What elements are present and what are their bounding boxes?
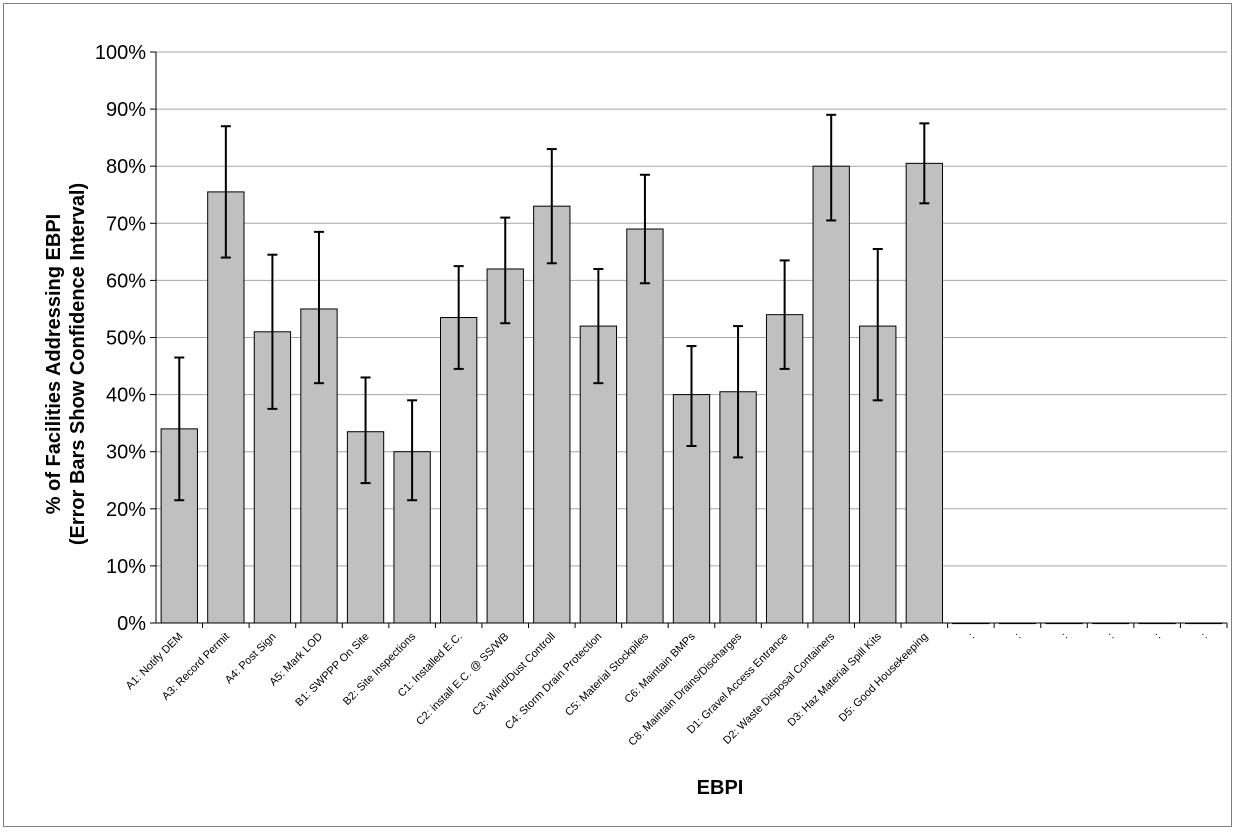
- x-tick-label: C2: install E.C. @ SS/WB: [414, 631, 511, 728]
- error-bar: [779, 259, 790, 370]
- error-bar: [267, 253, 278, 410]
- x-tick-label: :: [1153, 631, 1164, 642]
- error-bar: [639, 173, 650, 285]
- x-tick-label: D3: Haz Material Spill Kits: [785, 630, 884, 729]
- x-tick-label: D5: Good Housekeeping: [837, 631, 931, 725]
- x-axis-title: EBPI: [697, 777, 744, 799]
- error-bar: [453, 265, 464, 370]
- y-tick-label: 40%: [106, 385, 146, 407]
- x-tick-label: C5: Material Stockpiles: [563, 630, 651, 718]
- y-tick-label: 0%: [117, 613, 146, 635]
- x-tick-label: :: [1199, 631, 1210, 642]
- error-bar: [546, 148, 557, 265]
- y-tick-label: 10%: [106, 556, 146, 578]
- y-axis-title-line1: % of Facilities Addressing EBPI: [43, 214, 65, 514]
- bar: [533, 205, 571, 624]
- x-tick-label: :: [1059, 631, 1070, 642]
- bar-chart: 0% 10% 20% 30% 40% 50% 60% 70% 80% 90% 100% A1: No…: [43, 42, 1228, 799]
- error-bar: [593, 267, 604, 385]
- bar: [905, 162, 943, 624]
- y-tick-label: 50%: [106, 328, 146, 350]
- bar: [486, 268, 524, 624]
- x-tick-label: :: [1106, 631, 1117, 642]
- error-bar: [919, 122, 930, 205]
- error-bar: [686, 345, 697, 447]
- y-tick-labels: 0% 10% 20% 30% 40% 50% 60% 70% 80% 90% 100%: [95, 42, 146, 635]
- x-tick-label: C4: Storm Drain Protection: [503, 631, 604, 732]
- error-bar: [220, 125, 231, 259]
- error-bar: [500, 216, 511, 325]
- y-tick-label: 70%: [106, 213, 146, 235]
- y-tick-label: 30%: [106, 442, 146, 464]
- error-bar: [174, 356, 185, 502]
- error-bars: [174, 113, 930, 502]
- x-tick-label: :: [966, 631, 977, 642]
- bar: [626, 228, 664, 624]
- x-tick-label: :: [1013, 631, 1024, 642]
- error-bar: [826, 113, 837, 222]
- y-tick-label: 20%: [106, 499, 146, 521]
- y-tick-label: 80%: [106, 156, 146, 178]
- error-bar: [360, 376, 371, 485]
- bar: [207, 191, 245, 624]
- x-tick-label: C3: Wind/Dust Controll: [470, 631, 558, 719]
- error-bar: [407, 399, 418, 502]
- error-bar: [313, 230, 324, 385]
- error-bar: [733, 325, 744, 459]
- y-axis-title-line2: (Error Bars Show Confidence Interval): [67, 183, 89, 545]
- error-bar: [872, 247, 883, 402]
- axes: [150, 51, 1228, 628]
- y-tick-label: 100%: [95, 42, 146, 64]
- y-axis-title: % of Facilities Addressing EBPI (Error B…: [43, 183, 89, 545]
- bar: [812, 165, 850, 624]
- y-tick-label: 60%: [106, 270, 146, 292]
- y-tick-label: 90%: [106, 99, 146, 121]
- chart-frame: 0% 10% 20% 30% 40% 50% 60% 70% 80% 90% 100% A1: No…: [3, 3, 1232, 827]
